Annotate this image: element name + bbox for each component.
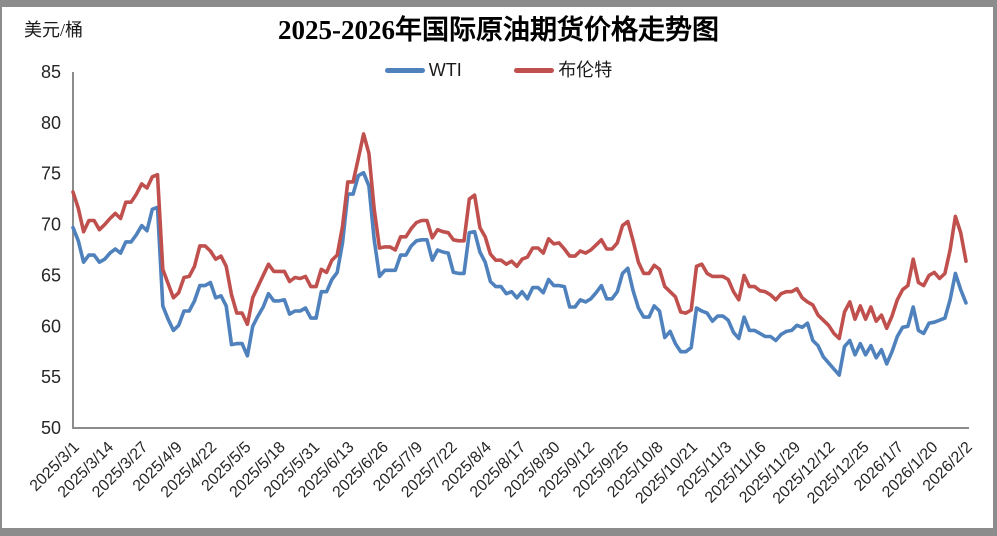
frame-border-left (0, 0, 2, 536)
frame-border-bottom (0, 528, 997, 536)
y-tick-label: 65 (41, 265, 61, 285)
y-tick-label: 85 (41, 62, 61, 82)
frame-border-right (993, 0, 997, 536)
brent-line (71, 132, 968, 341)
y-axis-unit-label: 美元/桶 (24, 20, 84, 40)
legend-label-brent: 布伦特 (558, 60, 613, 80)
wti-line-swatch (384, 68, 425, 73)
y-tick-label: 80 (41, 113, 61, 133)
legend: WTI 布伦特 (0, 56, 997, 82)
legend-item-brent: 布伦特 (514, 56, 612, 82)
chart-title: 2025-2026年国际原油期货价格走势图 (278, 15, 719, 45)
frame-border-top (0, 0, 997, 7)
wti-line (71, 170, 968, 377)
legend-item-wti: WTI (384, 60, 462, 81)
brent-line-swatch (514, 68, 555, 73)
y-tick-label: 75 (41, 164, 61, 184)
legend-label-wti: WTI (428, 60, 462, 80)
y-tick-label: 60 (41, 316, 61, 336)
y-tick-label: 50 (41, 418, 61, 438)
y-tick-label: 70 (41, 215, 61, 235)
y-tick-label: 55 (41, 367, 61, 387)
